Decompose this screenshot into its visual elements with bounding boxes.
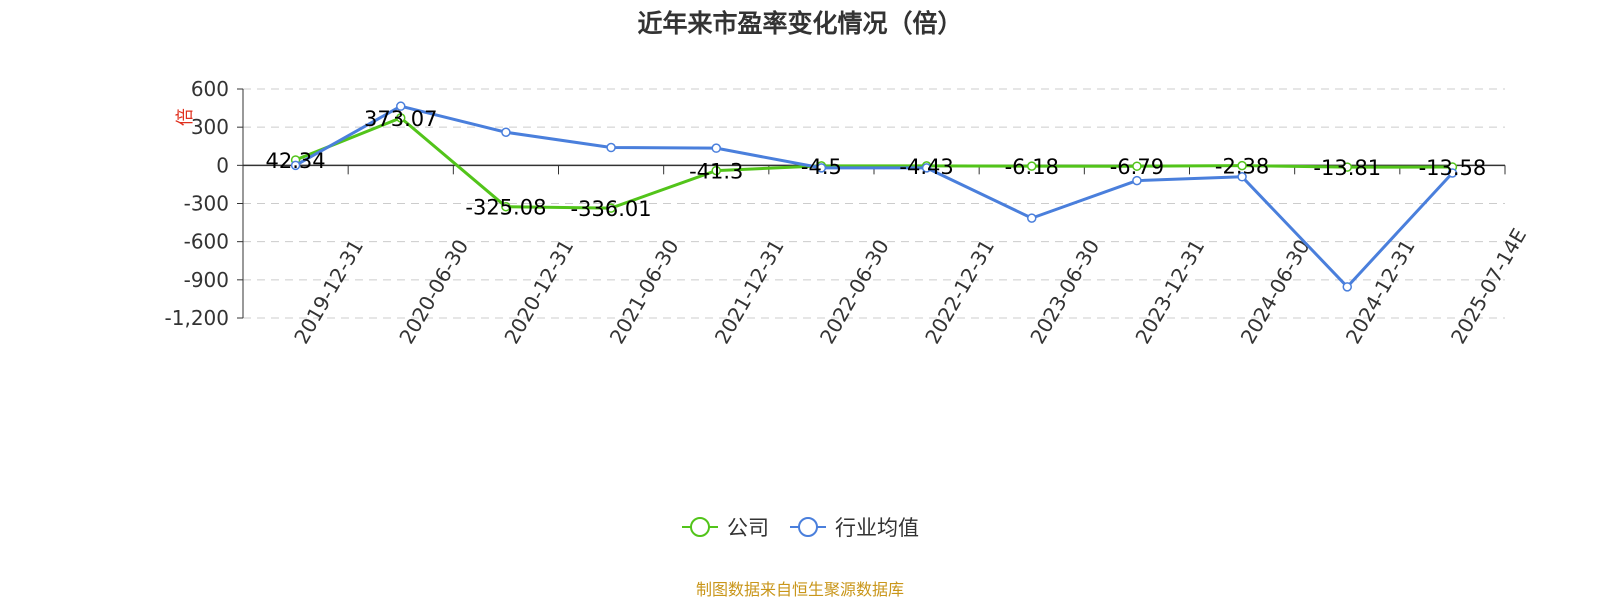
legend-item-company[interactable]: 公司	[681, 512, 769, 542]
y-tick-label: -600	[184, 230, 229, 254]
x-tick-label: 2023-06-30	[1025, 235, 1104, 348]
y-tick-label: -900	[184, 268, 229, 292]
data-label: -325.08	[465, 196, 546, 220]
data-label: -13.58	[1419, 156, 1487, 180]
x-tick-label: 2021-12-31	[710, 235, 789, 348]
series-line-industry	[294, 104, 1454, 289]
series-point-company	[1237, 160, 1247, 171]
series-line-company	[295, 116, 1453, 210]
x-tick-label: 2019-12-31	[289, 235, 368, 348]
data-label: -6.79	[1110, 155, 1164, 179]
data-label: -336.01	[571, 197, 652, 221]
y-tick-label: 300	[191, 115, 229, 139]
series-point-company	[711, 165, 721, 176]
legend-company-label: 公司	[727, 516, 769, 540]
data-label: -13.81	[1313, 156, 1381, 180]
data-labels: 42.34 373.07 -325.08 -336.01 -41.3 -4.5 -4.43 -…	[266, 107, 1487, 221]
grid-lines	[243, 88, 1505, 319]
series-point-industry	[501, 127, 511, 138]
series-point-industry	[921, 163, 932, 173]
x-tick-label: 2020-12-31	[499, 235, 578, 348]
x-tick-label: 2020-06-30	[394, 235, 473, 348]
series-point-industry	[1342, 282, 1352, 292]
data-label: -4.43	[899, 155, 953, 179]
x-tick-label: 2025-07-14E	[1446, 224, 1531, 348]
data-label: 373.07	[364, 107, 437, 131]
y-tick-label: -300	[184, 192, 229, 216]
series-point-industry	[606, 142, 616, 153]
data-label: 42.34	[266, 149, 326, 173]
series-point-industry	[816, 163, 827, 173]
series-point-industry	[711, 143, 721, 153]
series-point-industry	[290, 160, 301, 171]
legend-company-icon	[682, 517, 718, 537]
x-tick-label: 2021-06-30	[605, 235, 684, 348]
x-tick-label: 2024-06-30	[1236, 235, 1315, 348]
series-point-industry	[396, 101, 406, 111]
series-point-company	[606, 203, 616, 213]
chart-title: 近年来市盈率变化情况（倍）	[637, 9, 963, 38]
series-point-industry	[1027, 213, 1037, 223]
data-label: -4.5	[801, 155, 842, 179]
data-label: -41.3	[689, 160, 743, 184]
legend: 公司 行业均值	[0, 512, 1600, 542]
series-point-industry	[1447, 168, 1458, 178]
series-point-company	[1027, 161, 1037, 171]
series-point-company	[501, 201, 511, 212]
series-point-company	[396, 113, 406, 123]
legend-industry-label: 行业均值	[835, 516, 919, 540]
data-label: -2.38	[1215, 155, 1269, 179]
x-tick-label: 2023-12-31	[1130, 235, 1209, 348]
legend-industry-icon	[790, 517, 826, 537]
series-point-company	[1132, 161, 1142, 171]
data-label: -6.18	[1005, 155, 1059, 179]
y-tick-label: 0	[216, 153, 229, 177]
y-tick-label: -1,200	[165, 306, 229, 330]
legend-item-industry[interactable]: 行业均值	[789, 512, 919, 542]
line-chart: 600 300 0 -300 -600 -900 -1,200 倍 2019-12-31 2020…	[165, 77, 1532, 348]
series-layer	[290, 101, 1458, 292]
y-tick-label: 600	[191, 77, 229, 101]
x-tick-label: 2022-06-30	[815, 235, 894, 348]
series-point-industry	[1132, 175, 1142, 186]
y-axis-label: 倍	[175, 108, 196, 126]
source-note: 制图数据来自恒生聚源数据库	[695, 580, 904, 599]
x-tick-label: 2022-12-31	[920, 235, 999, 348]
series-point-industry	[1237, 172, 1247, 182]
series-point-company	[1342, 162, 1352, 172]
